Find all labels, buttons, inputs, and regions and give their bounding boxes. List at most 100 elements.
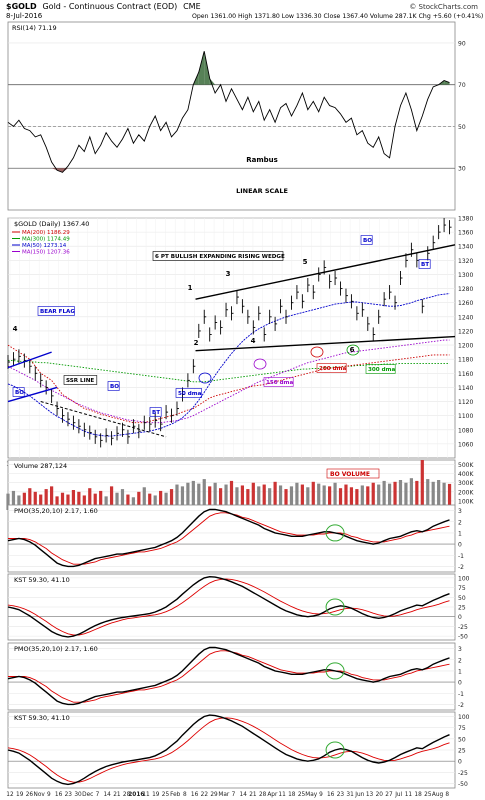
annotation-bo-volume: BO VOLUME bbox=[330, 471, 370, 478]
volume-y-tick-label: 100K bbox=[458, 498, 474, 505]
volume-bar bbox=[28, 488, 32, 510]
volume-bar bbox=[197, 483, 201, 510]
rsi-y-tick-label: 70 bbox=[458, 82, 466, 89]
bottom-x-tick-label: Mar bbox=[218, 792, 230, 798]
volume-bar bbox=[164, 492, 168, 510]
bottom-x-tick-label: Jun bbox=[354, 792, 364, 798]
volume-bar bbox=[17, 495, 21, 510]
volume-bar bbox=[251, 482, 255, 510]
bottom-x-tick-label: 12 bbox=[6, 792, 14, 798]
volume-bar bbox=[218, 488, 223, 510]
volume-bar bbox=[180, 486, 185, 510]
pmo-2-y-tick-label: -1 bbox=[458, 691, 464, 698]
pmo-2-main-line bbox=[7, 646, 450, 706]
ma50-line bbox=[7, 293, 450, 437]
pmo-2-title: PMO(35,20,10) 2.17, 1.60 bbox=[14, 645, 98, 653]
pmo-1-y-tick-label: 2 bbox=[458, 519, 462, 526]
kst-2-y-tick-label: 75 bbox=[458, 725, 466, 732]
bottom-x-tick-label: 28 bbox=[259, 792, 267, 798]
bottom-x-tick-label: 23 bbox=[337, 792, 345, 798]
volume-bar bbox=[55, 496, 59, 510]
legend-entry: MA(150) 1207.36 bbox=[22, 250, 70, 256]
volume-bar bbox=[240, 485, 245, 510]
volume-bar bbox=[382, 480, 386, 510]
legend-entry: MA(300) 1174.49 bbox=[22, 237, 70, 243]
volume-bar bbox=[415, 480, 419, 510]
price-y-tick-label: 1340 bbox=[458, 244, 473, 251]
volume-bar bbox=[426, 479, 430, 510]
volume-bar bbox=[126, 494, 130, 510]
annotation-bt-1-box bbox=[418, 259, 431, 269]
volume-bar bbox=[447, 483, 452, 510]
volume-bar bbox=[120, 489, 125, 510]
bottom-x-tick-label: 11 bbox=[278, 792, 286, 798]
annotation-50dma: 50 dma bbox=[178, 391, 202, 397]
kst-1-y-tick-label: 0 bbox=[458, 614, 462, 621]
kst-2-main-line bbox=[7, 714, 450, 786]
volume-bar bbox=[39, 494, 43, 510]
price-y-tick-label: 1180 bbox=[458, 357, 473, 364]
bottom-x-tick-label: 8 bbox=[183, 792, 187, 798]
kst-1-main-line bbox=[7, 575, 450, 638]
annotation-bo-2-box bbox=[107, 381, 120, 391]
volume-bar bbox=[257, 486, 261, 510]
volume-bar bbox=[322, 485, 326, 510]
rsi-title: RSI(14) 71.19 bbox=[12, 24, 57, 32]
bottom-x-tick-label: 16 bbox=[327, 792, 335, 798]
annotation-bt-2: BT bbox=[152, 410, 160, 416]
volume-bar bbox=[202, 479, 206, 510]
volume-bar bbox=[66, 494, 70, 510]
bottom-x-tick-label: 29 bbox=[210, 792, 218, 798]
volume-bar bbox=[175, 484, 179, 510]
chart-date: 8-Jul-2016 bbox=[6, 12, 43, 20]
ssr-line bbox=[40, 401, 167, 438]
bottom-x-tick-label: 25 bbox=[162, 792, 170, 798]
wedge-upper-line bbox=[195, 244, 456, 300]
bottom-x-tick-label: 23 bbox=[65, 792, 73, 798]
bottom-x-tick-label: 18 bbox=[414, 792, 422, 798]
pmo-1-y-tick-label: -2 bbox=[458, 564, 464, 571]
volume-bar bbox=[169, 489, 174, 510]
pmo-2-y-tick-label: 0 bbox=[458, 680, 462, 687]
volume-bar bbox=[104, 496, 108, 510]
bottom-x-tick-label: 19 bbox=[16, 792, 24, 798]
pmo-1-y-tick-label: 0 bbox=[458, 542, 462, 549]
legend-entry: MA(50) 1273.14 bbox=[22, 243, 67, 249]
volume-bar bbox=[338, 488, 343, 510]
annotation-bo-3: BO bbox=[15, 390, 24, 396]
volume-bar bbox=[355, 489, 359, 510]
annotation-150dma-box bbox=[263, 377, 294, 387]
volume-bar bbox=[289, 486, 294, 510]
annotation-200dma-box bbox=[316, 363, 347, 373]
kst-2-crossover-circle bbox=[325, 741, 345, 759]
price-y-tick-label: 1220 bbox=[458, 328, 473, 335]
volume-bar bbox=[71, 490, 76, 510]
volume-bar bbox=[148, 493, 152, 510]
annotation-wedge-box bbox=[152, 251, 284, 261]
pmo-1-y-tick-label: 3 bbox=[458, 508, 462, 515]
volume-y-tick-label: 300K bbox=[458, 480, 474, 487]
volume-bar bbox=[82, 495, 86, 510]
bottom-x-tick-label: Jul bbox=[394, 792, 402, 798]
annotation-bo-1: BO bbox=[363, 238, 372, 244]
volume-bar bbox=[404, 482, 408, 510]
rsi-overbought-fill bbox=[444, 80, 450, 85]
volume-bar bbox=[11, 490, 16, 510]
volume-bar bbox=[333, 482, 337, 510]
kst-1-signal-line bbox=[7, 578, 450, 636]
volume-bar bbox=[393, 481, 397, 510]
price-y-tick-label: 1240 bbox=[458, 314, 473, 321]
volume-bar bbox=[420, 460, 424, 510]
copyright: © StockCharts.com bbox=[409, 3, 478, 11]
annotation-bt-1: BT bbox=[421, 262, 429, 268]
price-y-tick-label: 1380 bbox=[458, 216, 473, 223]
kst-1-y-tick-label: 25 bbox=[458, 605, 466, 612]
volume-bar bbox=[77, 491, 81, 510]
annotation-300dma-box bbox=[365, 364, 396, 374]
annotation-bo-volume-box bbox=[326, 468, 380, 479]
exchange: CME bbox=[183, 2, 201, 11]
pmo-2-crossover-circle bbox=[325, 662, 345, 680]
kst-2-y-tick-label: 25 bbox=[458, 748, 466, 755]
bottom-x-tick-label: Apr bbox=[267, 792, 278, 798]
